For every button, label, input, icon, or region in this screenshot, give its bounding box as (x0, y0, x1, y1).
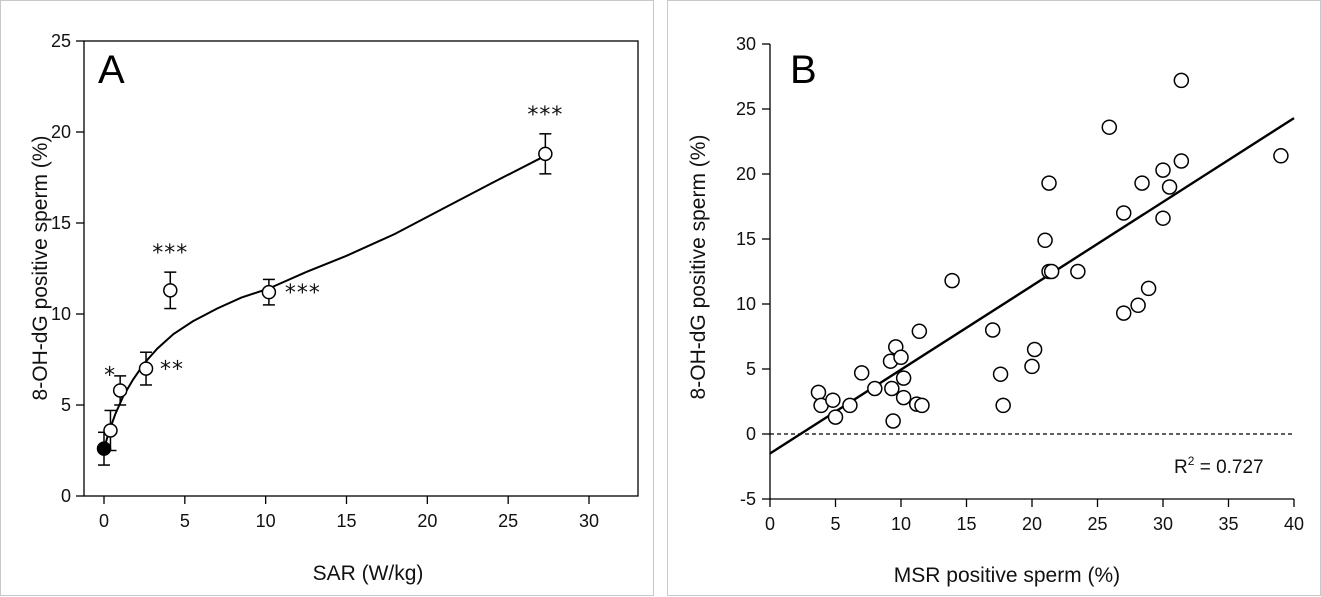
data-point-b (842, 397, 858, 414)
y-tick-label-a: 25 (51, 31, 71, 51)
y-tick-label-b: 30 (736, 34, 756, 54)
r-squared-sup: 2 (1188, 454, 1195, 468)
x-tick-label-b: 20 (1022, 514, 1042, 534)
data-point-b (827, 409, 844, 425)
x-tick-label-a: 20 (417, 511, 437, 531)
x-tick-label-a: 30 (579, 511, 599, 531)
data-point-b (1161, 179, 1178, 195)
data-point-b (893, 349, 909, 366)
x-tick-label-b: 5 (830, 514, 840, 534)
x-axis-title-a: SAR (W/kg) (313, 562, 424, 585)
data-point-b (1101, 119, 1118, 135)
r-squared-value: = 0.727 (1194, 457, 1263, 478)
data-point-b (1140, 280, 1157, 297)
data-point-b (1155, 162, 1171, 178)
data-point-b (1115, 205, 1132, 221)
y-tick-label-a: 10 (51, 304, 71, 324)
data-point-b (895, 389, 912, 406)
chart-panel-a: A SAR (W/kg) 8-OH-dG positive sperm (%) … (0, 0, 654, 596)
data-point-b (1115, 305, 1132, 321)
x-tick-label-b: 10 (891, 514, 911, 534)
x-tick-label-b: 0 (765, 514, 775, 534)
data-point-b (1024, 358, 1040, 375)
y-tick-label-a: 15 (51, 213, 71, 233)
data-point-b (1173, 72, 1190, 89)
y-tick-label-b: 10 (736, 294, 756, 314)
chart-b-svg: B MSR positive sperm (%) 8-OH-dG positiv… (687, 34, 1304, 587)
x-tick-label-b: 25 (1087, 514, 1107, 534)
data-point-b (1041, 175, 1057, 191)
control-point-a (96, 441, 112, 456)
data-point-a (103, 423, 118, 438)
data-point-b (1173, 153, 1190, 169)
data-point-b (867, 380, 883, 397)
x-tick-label-b: 35 (1218, 514, 1238, 534)
r-squared-label: R2 = 0.727 (1174, 454, 1264, 478)
data-point-b (825, 392, 841, 408)
data-point-b (914, 397, 930, 414)
data-point-b (992, 366, 1009, 382)
x-tick-label-a: 0 (99, 511, 109, 531)
data-point-b (884, 380, 900, 397)
data-point-b (1273, 148, 1289, 164)
plot-frame-a (83, 40, 639, 497)
regression-line-b (769, 117, 1295, 455)
y-tick-label-b: 20 (736, 164, 756, 184)
data-point-b (1130, 297, 1146, 314)
significance-label-a: ** (160, 358, 184, 383)
x-tick-label-a: 25 (498, 511, 518, 531)
y-tick-label-a: 20 (51, 122, 71, 142)
data-point-a (112, 383, 128, 398)
y-tick-label-a: 0 (61, 486, 71, 506)
data-point-a (538, 146, 553, 162)
panel-label-b: B (790, 48, 817, 92)
data-point-b (853, 365, 870, 381)
x-tick-label-b: 40 (1284, 514, 1304, 534)
data-point-b (1155, 210, 1171, 226)
data-point-b (1070, 263, 1086, 280)
data-point-b (1026, 341, 1043, 358)
data-point-b (944, 272, 960, 289)
data-point-b (810, 384, 827, 401)
fit-curve-a (103, 154, 546, 449)
panel-label-a: A (98, 48, 125, 92)
y-tick-label-b: 0 (746, 424, 756, 444)
data-point-a (163, 283, 178, 298)
data-point-b (1037, 232, 1053, 249)
data-point-a (138, 361, 154, 376)
significance-label-a: *** (152, 241, 188, 266)
x-tick-label-a: 10 (256, 511, 276, 531)
y-tick-label-a: 5 (61, 395, 71, 415)
chart-a-svg: A SAR (W/kg) 8-OH-dG positive sperm (%) … (29, 31, 639, 585)
data-point-b (1134, 175, 1150, 191)
data-point-b (995, 397, 1011, 414)
significance-label-a: *** (285, 281, 321, 306)
significance-label-a: *** (527, 103, 563, 128)
data-point-b (1043, 263, 1060, 280)
y-tick-label-b: 25 (736, 99, 756, 119)
y-axis-title-a: 8-OH-dG positive sperm (%) (29, 136, 52, 401)
x-axis-title-b: MSR positive sperm (%) (894, 564, 1120, 587)
data-point-b (895, 370, 912, 386)
data-point-b (885, 413, 901, 429)
y-axis-title-b: 8-OH-dG positive sperm (%) (687, 135, 710, 400)
data-point-b (984, 322, 1001, 338)
x-tick-label-b: 15 (956, 514, 976, 534)
data-point-b (911, 323, 928, 340)
x-tick-label-b: 30 (1153, 514, 1173, 534)
x-tick-label-a: 15 (336, 511, 356, 531)
y-tick-label-b: 5 (746, 359, 756, 379)
y-tick-label-b: -5 (740, 489, 756, 509)
significance-label-a: * (104, 363, 116, 388)
chart-panel-b: B MSR positive sperm (%) 8-OH-dG positiv… (667, 0, 1321, 596)
x-tick-label-a: 5 (180, 511, 190, 531)
y-tick-label-b: 15 (736, 229, 756, 249)
data-point-a (261, 284, 277, 300)
r-squared-prefix: R (1174, 457, 1188, 478)
